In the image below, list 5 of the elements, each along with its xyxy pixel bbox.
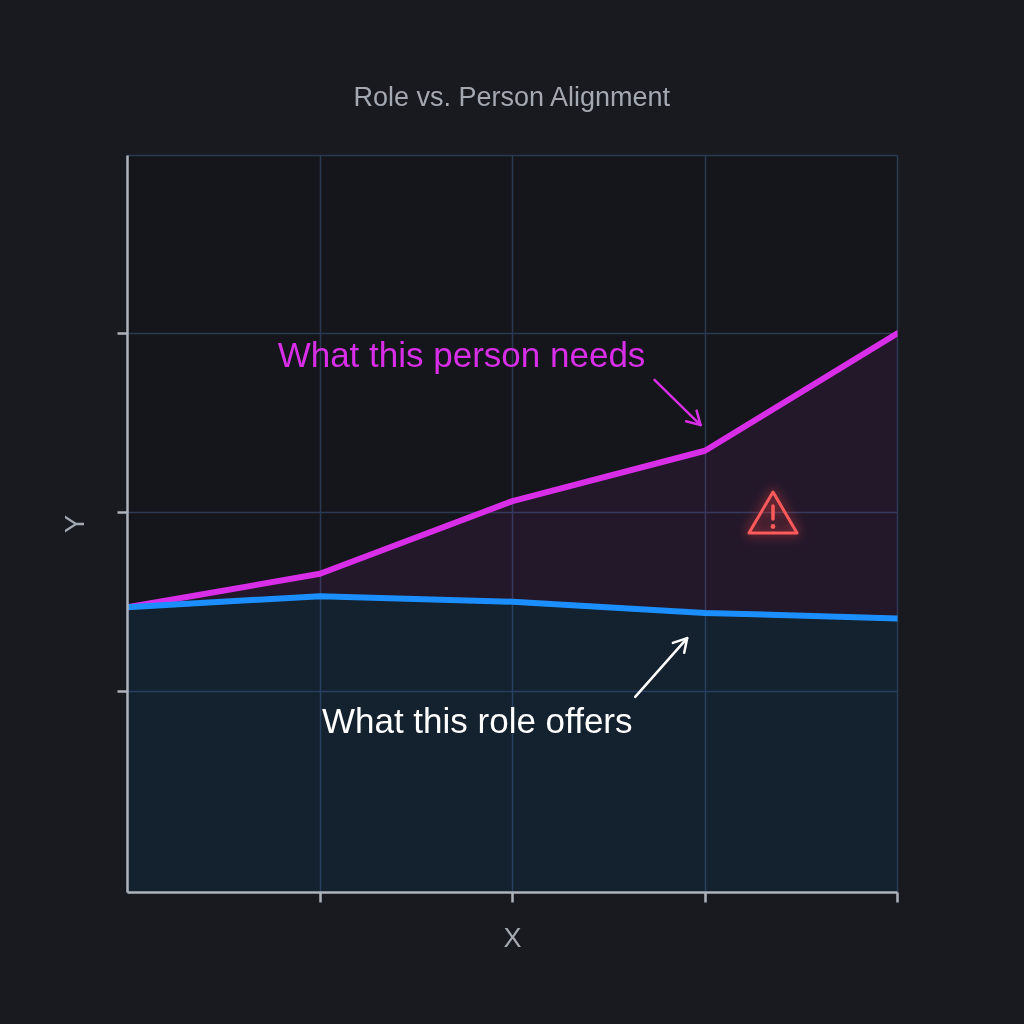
chart-title: Role vs. Person Alignment bbox=[353, 81, 671, 112]
x-axis-title: X bbox=[503, 922, 522, 953]
text: What this person needs bbox=[277, 335, 646, 375]
series-label: What this role offers bbox=[321, 700, 633, 740]
y-axis-title: Y bbox=[59, 514, 90, 533]
